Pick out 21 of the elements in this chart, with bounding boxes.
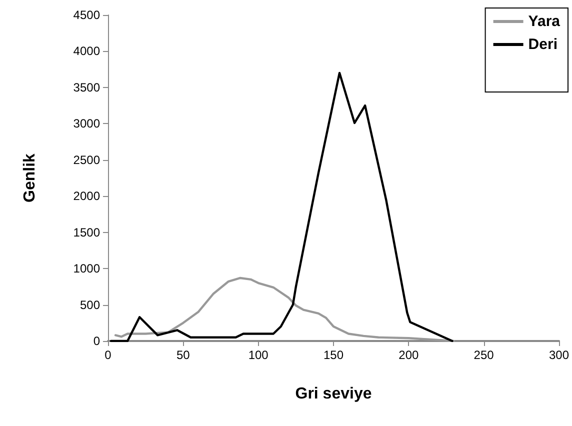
x-axis-title: Gri seviye [295, 386, 372, 402]
y-tick-label: 4000 [73, 44, 100, 58]
y-tick-label: 1500 [73, 225, 100, 240]
x-tick-label: 200 [398, 348, 419, 362]
y-tick-label: 2000 [73, 189, 100, 204]
y-tick-label: 4500 [73, 8, 100, 22]
x-tick-label: 50 [176, 348, 190, 362]
x-tick-label: 300 [548, 348, 570, 362]
legend-label: Yara [528, 13, 561, 30]
y-tick-label: 2500 [73, 152, 100, 167]
y-tick-label: 1000 [73, 262, 100, 276]
x-tick-label: 250 [474, 348, 494, 362]
y-tick-label: 3000 [73, 116, 100, 131]
y-tick-label: 500 [80, 298, 100, 312]
legend-label: Deri [528, 36, 558, 53]
y-tick-label: 0 [93, 334, 100, 348]
x-tick-label: 100 [248, 348, 269, 362]
y-axis-title: Genlik [22, 153, 38, 202]
x-tick-label: 150 [323, 348, 344, 362]
x-tick-label: 0 [104, 348, 112, 362]
y-tick-label: 3500 [73, 80, 100, 94]
